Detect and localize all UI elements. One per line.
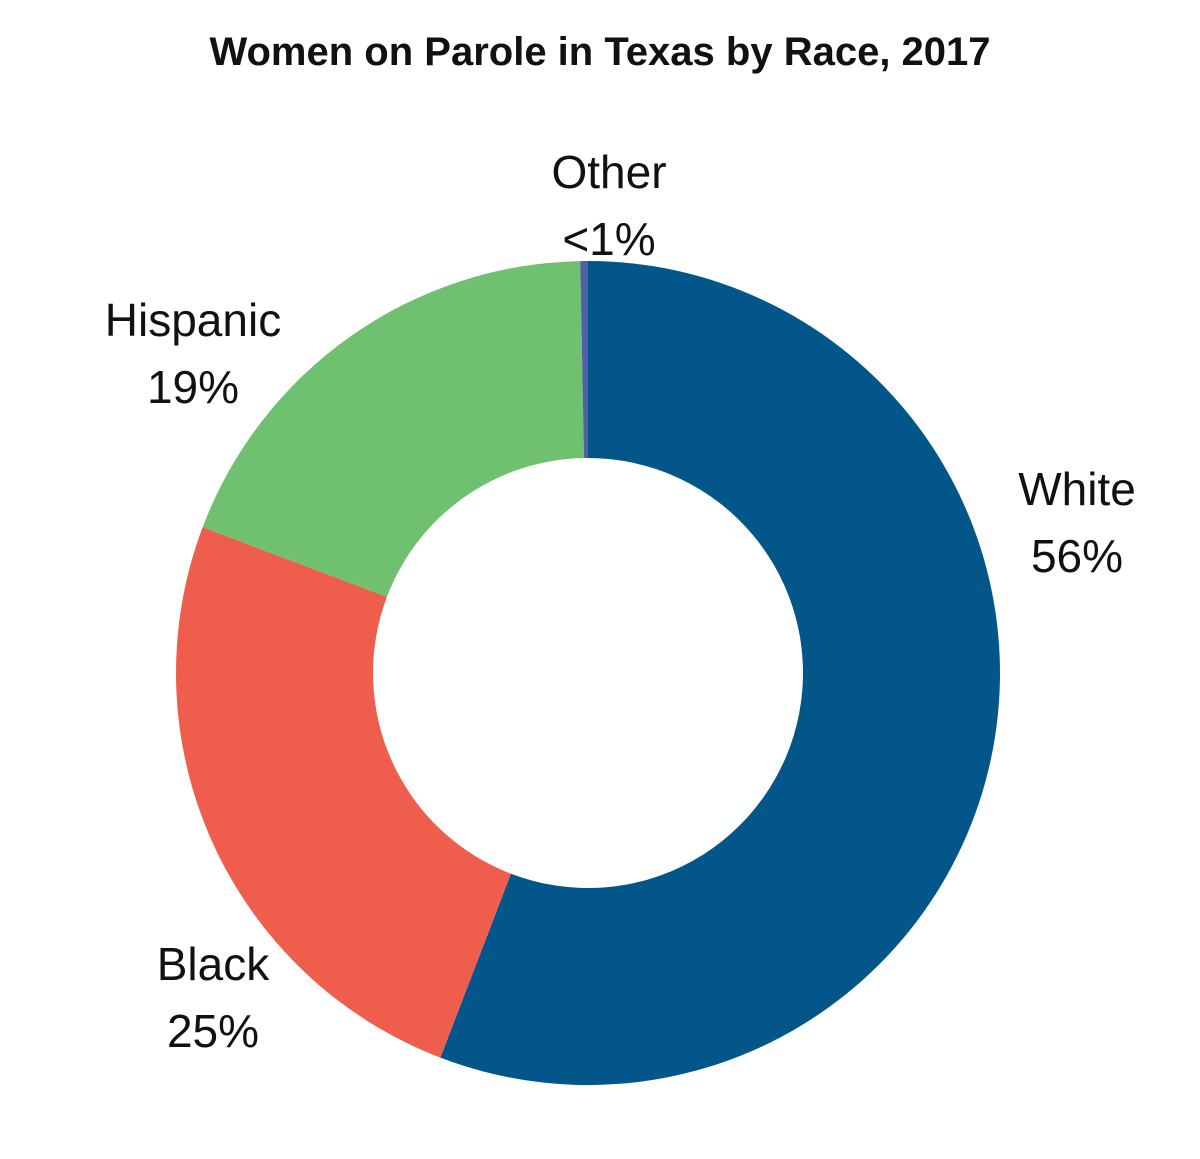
slice-label-white: White bbox=[1018, 463, 1136, 515]
slice-label-other: Other bbox=[551, 146, 666, 198]
slice-other bbox=[580, 261, 588, 459]
slice-label-hispanic: Hispanic bbox=[105, 294, 281, 346]
chart-title: Women on Parole in Texas by Race, 2017 bbox=[209, 30, 991, 74]
slice-value-white: 56% bbox=[1031, 530, 1123, 582]
slice-hispanic bbox=[202, 261, 584, 597]
slice-label-black: Black bbox=[157, 938, 270, 990]
slice-value-black: 25% bbox=[167, 1005, 259, 1057]
slice-white bbox=[440, 261, 1000, 1085]
slice-black bbox=[176, 527, 511, 1058]
slice-value-other: <1% bbox=[562, 213, 655, 265]
slice-value-hispanic: 19% bbox=[147, 361, 239, 413]
